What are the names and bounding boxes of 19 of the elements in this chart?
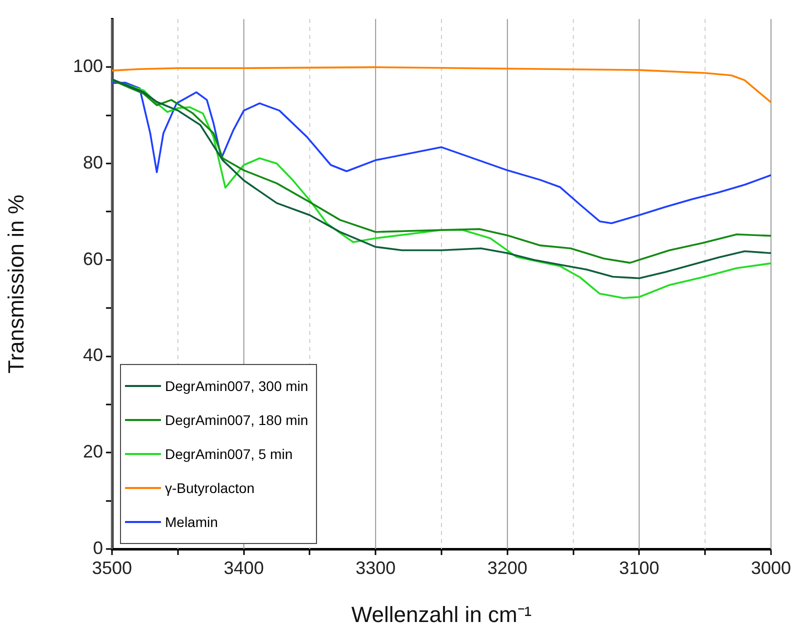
y-tick-label: 60 bbox=[82, 248, 103, 269]
legend-label: Melamin bbox=[165, 514, 218, 530]
y-tick-label: 20 bbox=[82, 442, 103, 462]
x-tick-label: 3100 bbox=[619, 558, 660, 578]
y-tick-label: 0 bbox=[92, 538, 103, 558]
legend-label: γ-Butyrolacton bbox=[165, 480, 254, 496]
x-axis-title: Wellenzahl in cm⁻¹ bbox=[351, 602, 532, 627]
y-axis-title: Transmission in % bbox=[3, 194, 28, 374]
x-tick-label: 3200 bbox=[487, 558, 528, 578]
y-tick-label: 40 bbox=[82, 345, 103, 366]
x-tick-label: 3000 bbox=[750, 558, 792, 578]
legend-label: DegrAmin007, 180 min bbox=[165, 412, 308, 428]
legend-label: DegrAmin007, 300 min bbox=[165, 378, 308, 394]
x-tick-label: 3300 bbox=[356, 558, 396, 578]
legend-label: DegrAmin007, 5 min bbox=[165, 446, 293, 462]
x-tick-label: 3500 bbox=[92, 558, 132, 578]
x-tick-label: 3400 bbox=[224, 558, 264, 578]
y-tick-label: 80 bbox=[82, 152, 103, 173]
y-tick-label: 100 bbox=[72, 56, 103, 76]
